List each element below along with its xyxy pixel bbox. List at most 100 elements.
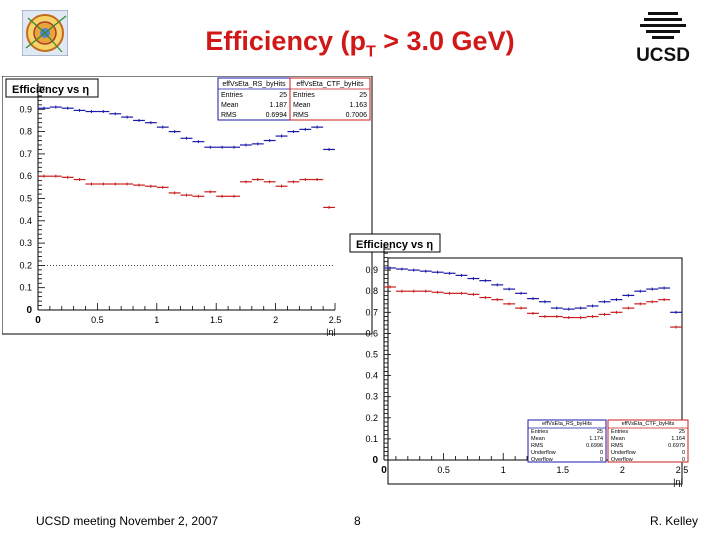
x-tick-label: 1.5 xyxy=(557,465,570,475)
y-tick-label: 0.3 xyxy=(365,392,378,402)
stats-row-value: 25 xyxy=(279,92,287,99)
x-tick-label: 2.5 xyxy=(676,465,689,475)
x-tick-label: 0.5 xyxy=(437,465,450,475)
y-tick-label: 0.8 xyxy=(365,286,378,296)
x-tick-label: 2.5 xyxy=(329,315,342,325)
y-tick-label: 0.9 xyxy=(365,265,378,275)
stats-row-label: Underflow xyxy=(611,450,636,456)
title-subscript: T xyxy=(365,43,376,61)
stats-row-value: 0 xyxy=(682,450,685,456)
stats-row-label: RMS xyxy=(221,112,237,119)
x-tick-label: 0 xyxy=(381,465,387,476)
stats-row-label: Mean xyxy=(293,102,311,109)
footer-meeting: UCSD meeting November 2, 2007 xyxy=(36,514,219,528)
stats-row-label: Mean xyxy=(611,436,625,442)
stats-box: effVsEta_CTF_byHits Entries 25 Mean 1.163 RMS… xyxy=(289,77,371,121)
slide-title: Efficiency (pT > 3.0 GeV) xyxy=(0,26,720,61)
efficiency-plot-2: Efficiency vs η 0 0.1 0.2 0.3 0.4 0.5 0.6 0.7 0.8… xyxy=(348,232,694,488)
stats-row-value: 0.7006 xyxy=(346,112,368,119)
x-tick-label: 2 xyxy=(620,465,625,475)
stats-box-name: effVsEta_RS_byHits xyxy=(222,81,286,88)
stats-row-label: Underflow xyxy=(531,450,556,456)
stats-row-value: 1.187 xyxy=(269,102,287,109)
y-tick-label: 0.5 xyxy=(19,194,32,204)
ucsd-logo-icon: UCSD xyxy=(636,12,690,66)
y-tick-label: 0.4 xyxy=(19,216,32,226)
stats-row-value: 25 xyxy=(359,92,367,99)
plot-title: Efficiency vs η xyxy=(12,84,89,96)
stats-box-border xyxy=(527,419,607,463)
stats-row-value: 1.163 xyxy=(349,102,367,109)
x-tick-label: 1 xyxy=(154,315,159,325)
y-tick-label: 0.5 xyxy=(365,350,378,360)
stats-row-value: 1.164 xyxy=(671,436,685,442)
plot-title-box-border xyxy=(5,78,99,98)
stats-row-label: Overflow xyxy=(531,457,553,463)
cms-logo xyxy=(21,9,69,57)
stats-row-label: Mean xyxy=(531,436,545,442)
plot-title: Efficiency vs η xyxy=(356,239,433,251)
stats-row-label: RMS xyxy=(293,112,309,119)
x-tick-label: 0.5 xyxy=(91,315,104,325)
stats-box-border xyxy=(289,77,371,121)
stats-box-name: effVsEta_CTF_byHits xyxy=(296,81,364,88)
y-tick-label: 0.8 xyxy=(19,127,32,137)
series-effVsEta_RS_byHits xyxy=(384,266,682,314)
stats-row-value: 0.6994 xyxy=(266,112,288,119)
stats-box-border xyxy=(607,419,689,463)
plot-title-box-border xyxy=(349,233,441,253)
stats-box: effVsEta_CTF_byHits Entries 25 Mean 1.164 RMS… xyxy=(607,419,689,463)
stats-row-label: Overflow xyxy=(611,457,633,463)
x-tick-label: 2 xyxy=(273,315,278,325)
page-number: 8 xyxy=(354,514,361,528)
y-tick-label: 0.9 xyxy=(19,104,32,114)
stats-row-label: Entries xyxy=(293,92,315,99)
y-tick-label: 0.7 xyxy=(19,149,32,159)
stats-row-value: 0 xyxy=(682,457,685,463)
stats-row-label: RMS xyxy=(531,443,544,449)
y-tick-label: 0.4 xyxy=(365,371,378,381)
ucsd-logo: UCSD xyxy=(626,8,700,66)
series-effVsEta_CTF_byHits xyxy=(384,285,682,329)
stats-row-value: 0 xyxy=(600,457,603,463)
y-tick-label: 0.7 xyxy=(365,307,378,317)
stats-row-value: 0 xyxy=(600,450,603,456)
x-axis-label: |η| xyxy=(326,327,336,336)
stats-box: effVsEta_RS_byHits Entries 25 Mean 1.187 RMS 0… xyxy=(217,77,291,121)
y-tick-label: 0.3 xyxy=(19,238,32,248)
efficiency-plot-1-svg: Efficiency vs η 0 0.1 0.2 0.3 0.4 0.5 0.6 0.7 0.8… xyxy=(2,76,373,336)
series-effVsEta_RS_byHits xyxy=(38,105,335,151)
efficiency-plot-2-svg: Efficiency vs η 0 0.1 0.2 0.3 0.4 0.5 0.6 0.7 0.8… xyxy=(349,233,689,487)
cms-logo-icon xyxy=(21,9,69,57)
stats-row-value: 25 xyxy=(679,429,685,435)
y-tick-label: 0.1 xyxy=(19,283,32,293)
stats-row-label: RMS xyxy=(611,443,624,449)
y-tick-label: 0 xyxy=(26,305,32,316)
stats-row-label: Entries xyxy=(531,429,548,435)
y-tick-label: 0.6 xyxy=(19,171,32,181)
plot-title-box: Efficiency vs η xyxy=(349,233,441,253)
y-tick-label: 0.2 xyxy=(19,260,32,270)
series-effVsEta_CTF_byHits xyxy=(38,174,335,209)
stats-row-value: 1.174 xyxy=(589,436,603,442)
y-tick-label: 0.1 xyxy=(365,434,378,444)
stats-row-value: 0.6996 xyxy=(586,443,603,449)
y-tick-label: 0.2 xyxy=(365,413,378,423)
x-tick-label: 1.5 xyxy=(210,315,223,325)
y-tick-label: 0.6 xyxy=(365,328,378,338)
title-rest: > 3.0 GeV) xyxy=(375,26,515,56)
stats-box: effVsEta_RS_byHits Entries 25 Mean 1.174 RMS 0… xyxy=(527,419,607,463)
x-tick-label: 1 xyxy=(501,465,506,475)
stats-box-name: effVsEta_CTF_byHits xyxy=(622,421,675,427)
plot-title-box: Efficiency vs η xyxy=(5,78,99,98)
stats-row-value: 25 xyxy=(597,429,603,435)
stats-box-name: effVsEta_RS_byHits xyxy=(542,421,592,427)
efficiency-plot-1: Efficiency vs η 0 0.1 0.2 0.3 0.4 0.5 0.6 0.7 0.8… xyxy=(2,76,374,336)
ucsd-logo-text: UCSD xyxy=(636,45,690,66)
x-tick-label: 0 xyxy=(35,315,41,326)
y-tick-label: 0 xyxy=(372,455,378,466)
stats-row-label: Mean xyxy=(221,102,239,109)
x-axis-label: |η| xyxy=(673,477,683,487)
title-main: Efficiency (p xyxy=(205,26,366,56)
stats-row-value: 0.6979 xyxy=(668,443,685,449)
